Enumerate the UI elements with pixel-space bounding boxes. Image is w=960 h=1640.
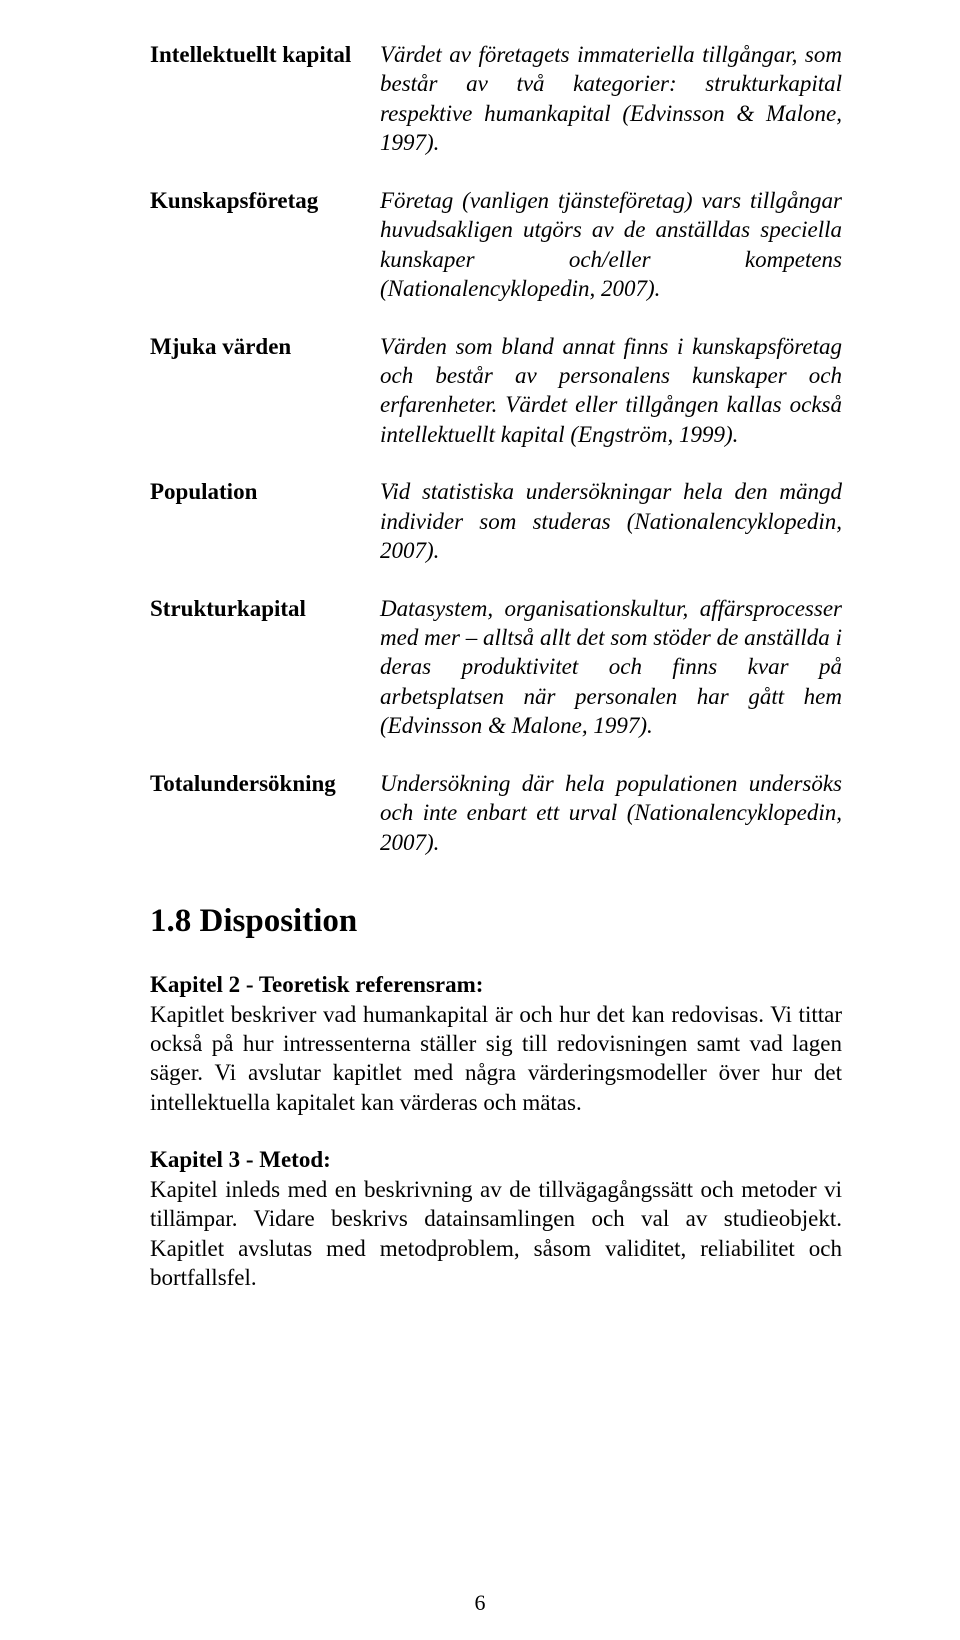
- page: Intellektuellt kapital Värdet av företag…: [0, 0, 960, 1640]
- definition-desc: Undersökning där hela populationen under…: [380, 769, 842, 857]
- definition-term: Totalundersökning: [150, 769, 380, 798]
- definition-desc: Värden som bland annat finns i kunskapsf…: [380, 332, 842, 450]
- definition-row: Totalundersökning Undersökning där hela …: [150, 769, 842, 857]
- disposition-heading: 1.8 Disposition: [150, 903, 842, 940]
- definition-term: Intellektuellt kapital: [150, 40, 380, 69]
- definition-desc: Företag (vanligen tjänsteföretag) vars t…: [380, 186, 842, 304]
- definition-row: Population Vid statistiska undersökninga…: [150, 477, 842, 565]
- definition-desc: Datasystem, organisationskultur, affärsp…: [380, 594, 842, 741]
- kapitel-2-body: Kapitlet beskriver vad humankapital är o…: [150, 1000, 842, 1118]
- kapitel-3-body: Kapitel inleds med en beskrivning av de …: [150, 1175, 842, 1293]
- definition-desc: Vid statistiska undersökningar hela den …: [380, 477, 842, 565]
- definition-term: Population: [150, 477, 380, 506]
- definition-term: Kunskapsföretag: [150, 186, 380, 215]
- definition-row: Strukturkapital Datasystem, organisation…: [150, 594, 842, 741]
- definition-row: Mjuka värden Värden som bland annat finn…: [150, 332, 842, 450]
- disposition-body: Kapitel 2 - Teoretisk referensram: Kapit…: [150, 970, 842, 1292]
- definition-term: Mjuka värden: [150, 332, 380, 361]
- definition-row: Intellektuellt kapital Värdet av företag…: [150, 40, 842, 158]
- definition-row: Kunskapsföretag Företag (vanligen tjänst…: [150, 186, 842, 304]
- definition-list: Intellektuellt kapital Värdet av företag…: [150, 40, 842, 857]
- definition-desc: Värdet av företagets immateriella tillgå…: [380, 40, 842, 158]
- page-number: 6: [0, 1590, 960, 1616]
- kapitel-3-heading: Kapitel 3 - Metod:: [150, 1145, 842, 1174]
- definition-term: Strukturkapital: [150, 594, 380, 623]
- kapitel-2-heading: Kapitel 2 - Teoretisk referensram:: [150, 970, 842, 999]
